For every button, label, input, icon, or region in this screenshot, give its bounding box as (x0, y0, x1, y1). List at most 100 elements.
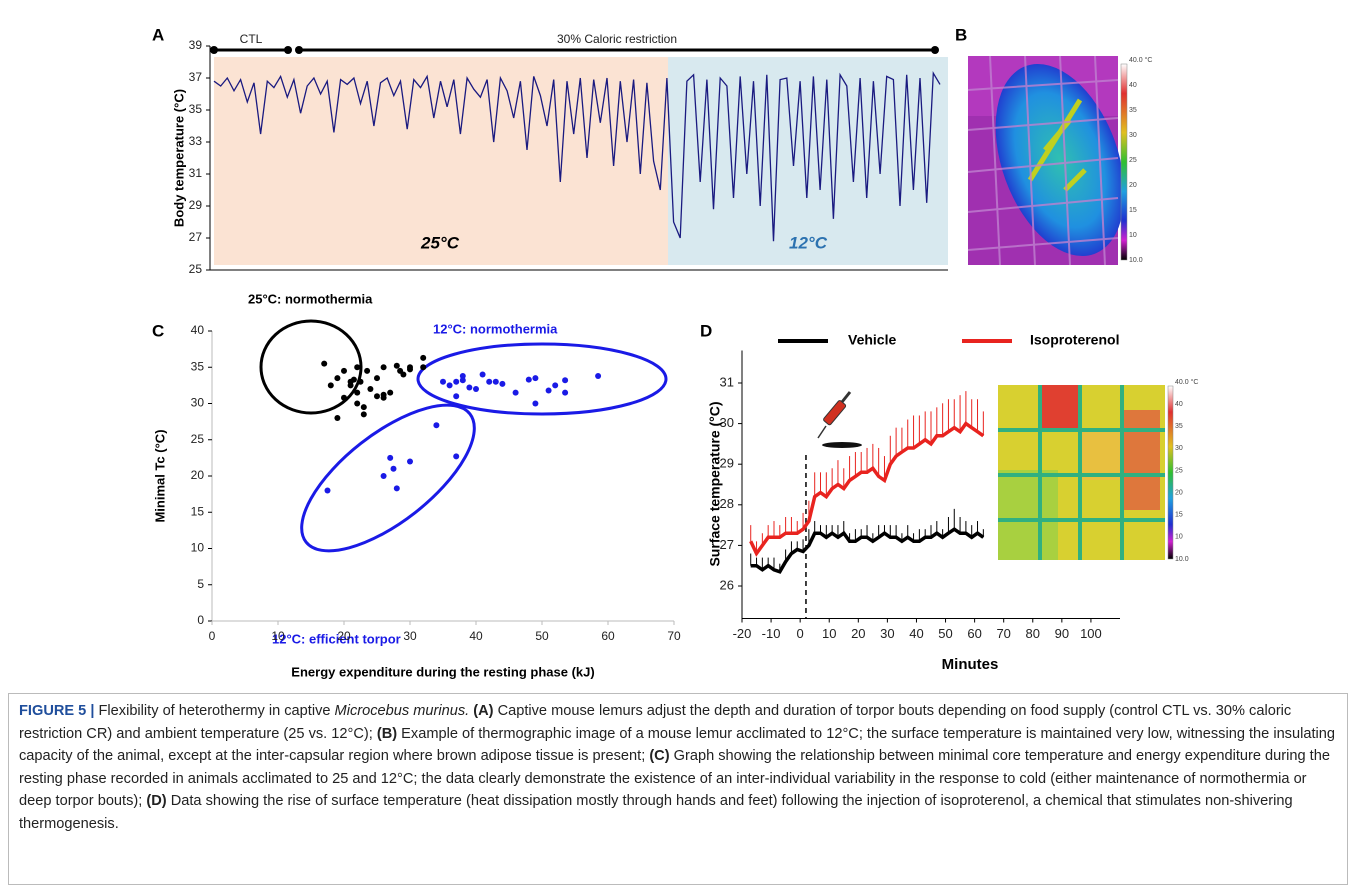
scatter-point (393, 362, 400, 369)
scatter-point (350, 376, 357, 383)
x-tick-label: 30 (403, 629, 417, 643)
x-tick-label: 60 (967, 626, 981, 641)
caption-panel: (D) (146, 793, 167, 809)
x-tick-label: 80 (1026, 626, 1040, 641)
colorbar-label: 10 (1129, 232, 1137, 239)
y-tick-label: 35 (189, 102, 203, 116)
x-tick-label: 40 (909, 626, 923, 641)
annotation: CTL (240, 32, 263, 46)
y-tick-label: 0 (197, 613, 204, 627)
caption-text: Captive mouse lemurs adjust the depth an… (19, 703, 1292, 742)
scatter-point (334, 375, 341, 382)
series-line (749, 421, 985, 557)
y-tick-label: 39 (189, 38, 203, 52)
scatter-point (321, 360, 328, 367)
y-tick-label: 30 (720, 415, 734, 430)
y-tick-label: 29 (189, 198, 203, 212)
scatter-point (473, 386, 479, 392)
x-tick-label: 10 (822, 626, 836, 641)
scatter-point (347, 382, 354, 389)
scatter-point (552, 382, 559, 389)
scatter-point (400, 371, 407, 378)
caption-text: Data showing the rise of surface tempera… (19, 793, 1293, 832)
scatter-point (387, 454, 394, 461)
y-tick-label: 37 (189, 70, 203, 84)
scatter-point (420, 364, 427, 371)
cluster-ellipse (259, 319, 363, 415)
scatter-point (407, 366, 413, 373)
scatter-point (324, 487, 331, 494)
y-tick-label: 25 (189, 262, 203, 276)
scatter-point (357, 378, 364, 385)
colorbar-label: 20 (1129, 182, 1137, 189)
y-tick-label: 33 (189, 134, 203, 148)
bar-end (295, 46, 303, 54)
scatter-point (341, 394, 347, 401)
scatter-point (387, 389, 394, 396)
colorbar-label: 35 (1175, 423, 1183, 430)
x-tick-label: 40 (469, 629, 483, 643)
panel-letter: C (152, 321, 164, 340)
region-12 (668, 57, 948, 265)
scatter-point (479, 371, 486, 378)
colorbar-label: 30 (1129, 132, 1137, 139)
caption-label: FIGURE 5 | (19, 703, 95, 719)
scatter-point (466, 384, 473, 391)
scatter-point (360, 411, 367, 418)
x-tick-label: 50 (535, 629, 549, 643)
scatter-point (367, 386, 374, 392)
scatter-point (380, 473, 387, 479)
caption-text: Example of thermographic image of a mous… (19, 725, 1335, 765)
y-tick-label: 31 (189, 166, 203, 180)
x-tick-label: 100 (1080, 626, 1102, 641)
scatter-point (440, 378, 446, 385)
caption: FIGURE 5 | Flexibility of heterothermy i… (8, 693, 1348, 885)
scatter-point (562, 389, 569, 396)
cluster-ellipse (416, 342, 668, 416)
scatter-point (486, 378, 493, 385)
scatter-point (492, 378, 499, 385)
caption-text: Graph showing the relationship between m… (19, 748, 1330, 809)
x-tick-label: -10 (762, 626, 781, 641)
x-tick-label: 10 (271, 629, 285, 643)
y-tick-label: 15 (191, 504, 205, 518)
scatter-point (499, 380, 506, 387)
series-line (750, 527, 985, 574)
series-label: 25°C: normothermia (248, 291, 373, 306)
x-tick-label: 50 (938, 626, 952, 641)
thermal-image (967, 55, 1125, 266)
scatter-point (545, 387, 552, 394)
scatter-point (327, 382, 334, 389)
y-tick-label: 27 (189, 230, 203, 244)
annotation: 12°C (789, 233, 828, 252)
scatter-point (380, 364, 387, 371)
x-tick-label: 70 (996, 626, 1010, 641)
caption-species: Microcebus murinus. (334, 703, 470, 719)
colorbar-label: 40.0 °C (1175, 378, 1198, 386)
y-tick-label: 30 (191, 396, 205, 410)
y-tick-label: 31 (720, 374, 734, 389)
y-tick-label: 27 (720, 537, 734, 552)
y-tick-label: 28 (720, 496, 734, 511)
scatter-point (446, 382, 453, 389)
x-tick-label: 70 (667, 629, 681, 643)
y-tick-label: 25 (191, 432, 205, 446)
x-tick-label: 90 (1055, 626, 1069, 641)
scatter-point (360, 404, 367, 411)
x-tick-label: -20 (733, 626, 752, 641)
scatter-point (393, 485, 400, 492)
colorbar-label: 30 (1175, 445, 1183, 452)
scatter-point (532, 400, 539, 407)
scatter-point (525, 376, 532, 383)
scatter-point (390, 465, 397, 472)
caption-panel: (C) (649, 748, 670, 764)
caption-panel: (A) (469, 703, 494, 719)
scatter-point (407, 458, 413, 465)
x-tick-label: 20 (851, 626, 865, 641)
caption-panel: (B) (376, 725, 398, 742)
panel-letter: D (700, 321, 712, 340)
colorbar-label: 25 (1175, 467, 1183, 474)
scatter-point (532, 375, 539, 382)
scatter-point (512, 389, 519, 396)
